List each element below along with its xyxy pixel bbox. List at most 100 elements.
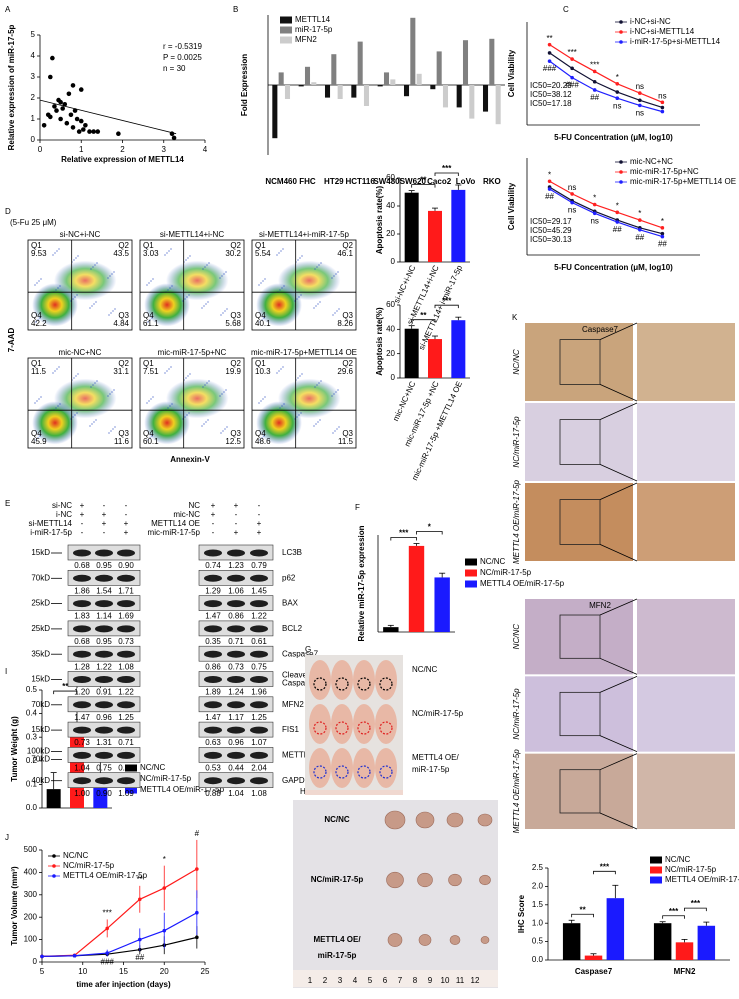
flow-event [264, 396, 266, 398]
group-label: NC/miR-17-5p [412, 709, 464, 718]
quadrant-value: 45.9 [31, 437, 47, 446]
quadrant-name: Q1 [255, 241, 266, 250]
quadrant-value: 12.5 [225, 437, 241, 446]
band [227, 549, 245, 557]
condition-sign: + [124, 528, 129, 537]
x-tick-label: SW480 [373, 177, 400, 186]
ihc-zoom [637, 403, 735, 481]
ruler [305, 790, 403, 795]
point [52, 104, 57, 109]
flow-event [150, 398, 152, 400]
zoom-link [599, 402, 638, 420]
sig-label: * [638, 209, 641, 218]
flow-density [166, 260, 229, 301]
y-tick-label: 60 [386, 173, 395, 182]
sig-label: *** [442, 296, 452, 305]
tumor [480, 936, 490, 944]
flow-event [58, 366, 60, 368]
sig-label: ## [590, 93, 599, 102]
flow-event [110, 430, 112, 432]
band [227, 625, 245, 633]
condition-label: (5-Fu 25 μM) [10, 218, 57, 227]
y-tick-label: 500 [24, 845, 38, 854]
ihc-image [525, 676, 633, 752]
bar [383, 627, 399, 632]
bar [697, 925, 716, 960]
legend-swatch [465, 569, 477, 577]
condition-sign: + [102, 519, 107, 528]
sig-label: * [163, 855, 166, 864]
flow-event [317, 303, 319, 305]
band-ratio: 1.14 [96, 612, 112, 621]
flow-event [187, 257, 189, 259]
flow-event [313, 425, 315, 427]
y-axis-label: Relative miR-17-5p expression [357, 525, 366, 641]
flow-event [73, 377, 75, 379]
marker [592, 69, 597, 74]
x-axis-label: Relative expression of METTL14 [61, 155, 184, 164]
band [73, 751, 91, 759]
band-ratio: 0.73 [74, 738, 90, 747]
flow-event [76, 294, 78, 296]
flow-event [40, 278, 42, 280]
quadrant-name: Q4 [255, 429, 266, 438]
flow-event [109, 275, 111, 277]
band [204, 625, 222, 633]
quadrant-value: 9.53 [31, 249, 47, 258]
flow-event [77, 373, 79, 375]
bar [311, 82, 317, 85]
quadrant-value: 10.3 [255, 367, 271, 376]
band [117, 650, 135, 658]
flow-event [338, 308, 340, 310]
legend-swatch [125, 786, 137, 794]
flow-event [207, 419, 209, 421]
bar [428, 210, 442, 262]
row-label: METTL4 OE/miR-17-5p [512, 479, 521, 564]
ruler-number: 2 [323, 976, 328, 985]
flow-event [186, 414, 188, 416]
flow-event [96, 262, 98, 264]
quadrant-value: 40.1 [255, 319, 271, 328]
y-axis-label: Cell Viability [507, 49, 516, 97]
legend-marker [619, 30, 623, 34]
band-ratio: 1.08 [251, 789, 267, 798]
sig-label: * [616, 73, 619, 82]
ruler-number: 8 [413, 976, 418, 985]
flow-event [145, 247, 147, 249]
quadrant-name: Q4 [255, 311, 266, 320]
flow-event [320, 380, 322, 382]
marker-label: 15kD [31, 548, 50, 557]
quadrant-name: Q1 [143, 359, 154, 368]
quadrant-name: Q3 [342, 429, 353, 438]
protein-label: FIS1 [282, 725, 299, 734]
flow-event [39, 317, 41, 319]
x-tick-label: FHC [299, 177, 316, 186]
row-label: NC/miR-17-5p [512, 688, 521, 740]
legend-label: NC/NC [140, 763, 166, 772]
flow-event [95, 301, 97, 303]
flow-event [301, 255, 303, 257]
panel-label: C [563, 5, 569, 14]
sig-label: *** [103, 909, 112, 918]
y-axis-label: Fold Expression [240, 54, 249, 116]
flow-event [281, 405, 283, 407]
flow-event [201, 425, 203, 427]
mouse [375, 748, 397, 788]
flow-event [262, 398, 264, 400]
sig-label: ## [658, 240, 667, 249]
flow-event [90, 386, 92, 388]
y-tick-label: 0 [391, 373, 396, 382]
flow-event [93, 421, 95, 423]
zoom-box [559, 769, 601, 814]
zoom-link [599, 322, 638, 340]
flow-event [108, 432, 110, 434]
series-line [549, 52, 663, 109]
flow-density [278, 378, 341, 419]
flow-event [40, 396, 42, 398]
condition-label: mic-NC [173, 510, 200, 519]
sig-bracket [416, 531, 443, 535]
band [95, 726, 113, 734]
quadrant-value: 8.26 [337, 319, 353, 328]
flow-density [166, 378, 229, 419]
flow-event [205, 303, 207, 305]
